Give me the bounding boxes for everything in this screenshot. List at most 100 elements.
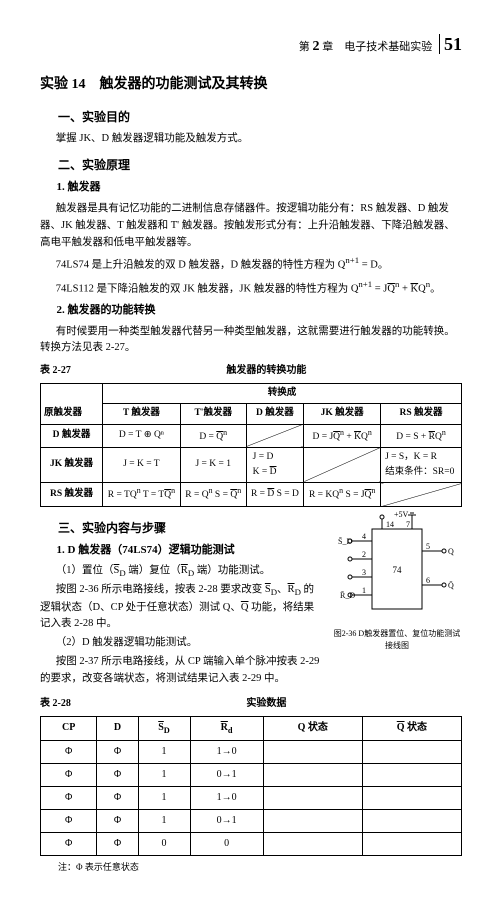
table-2-28: CP D SD Rd Q 状态 Q 状态 ΦΦ11→0ΦΦ10→1ΦΦ11→0Φ… [40,716,462,856]
svg-text:S̄_D: S̄_D [338,537,352,546]
t28-h-q: Q 状态 [263,716,362,740]
fig-2-36-caption: 图2-36 D触发器置位、复位功能测试接线图 [332,628,462,654]
table-2-28-note: 注：Φ 表示任意状态 [40,860,462,874]
t28-r2-rd: 1→0 [190,786,263,809]
s3p1b: 端）复位（ [128,565,181,576]
t28-r0-d: Φ [97,740,138,763]
t27-r1c1: J = K = 1 [180,447,246,482]
s2-p2-a: 74LS74 是上升沿触发的双 D 触发器，D 触发器的特性方程为 Q [56,260,346,271]
t28-h-d: D [97,716,138,740]
s3-p2: 按图 2-36 所示电路接线，按表 2-28 要求改变 SD、RD 的逻辑状态（… [40,582,324,633]
t28-r4-qbar [362,832,461,855]
t28-r4-cp: Φ [41,832,97,855]
s2-p1: 触发器是具有记忆功能的二进制信息存储器件。按逻辑功能分有：RS 触发器、D 触发… [40,201,462,251]
t27-r1c4a: J = S，K = R [385,452,437,462]
section-1-heading: 一、实验目的 [40,108,462,127]
s1-p1: 掌握 JK、D 触发器逻辑功能及触发方式。 [40,131,462,148]
t28-r1-cp: Φ [41,763,97,786]
svg-text:Q̄: Q̄ [448,581,454,590]
s2-p3-d: Q [418,283,426,294]
t27-r0c3: D = JQn + KQn [304,424,381,447]
s3-p3: （2）D 触发器逻辑功能测试。 [40,635,324,652]
page-number: 51 [439,34,462,54]
t27-r1c2a: J = D [253,452,274,462]
t28-h-sd: SD [138,716,190,740]
t28-r3-rd: 0→1 [190,809,263,832]
t28-r1-d: Φ [97,763,138,786]
svg-text:R̄_D: R̄_D [340,591,355,600]
t27-r2c4 [381,483,462,506]
t27-r2c0: R = TQn T = TQn [103,483,181,506]
t27-r1c2: J = D K = D [246,447,304,482]
s2-p2: 74LS74 是上升沿触发的双 D 触发器，D 触发器的特性方程为 Qn+1 =… [40,253,462,274]
s2-p3: 74LS112 是下降沿触发的双 JK 触发器，JK 触发器的特性方程为 Qn+… [40,277,462,298]
chapter-pre: 第 [299,41,310,53]
t27-row0: D 触发器 [41,424,103,447]
section-3-heading: 三、实验内容与步骤 [40,519,324,538]
pin-7: 7 [406,520,410,529]
t27-r2c2: R = D S = D [246,483,304,506]
t28-cap-center: 实验数据 [40,696,462,712]
t28-r1-q [263,763,362,786]
s2-sub2: 2. 触发器的功能转换 [40,302,462,320]
svg-text:Q: Q [448,547,454,556]
page-header: 第 2 章 电子技术基础实验 51 [40,30,462,59]
t28-r0-cp: Φ [41,740,97,763]
t28-h-rd: Rd [190,716,263,740]
t28-r1-rd: 0→1 [190,763,263,786]
t28-r1-sd: 1 [138,763,190,786]
t28-r0-rd: 1→0 [190,740,263,763]
table-2-27-caption: 表 2-27 触发器的转换功能 [40,363,462,379]
t28-r3-qbar [362,809,461,832]
t28-r0-qbar [362,740,461,763]
t28-r2-q [263,786,362,809]
s2-p3-e: 。 [430,283,441,294]
s3p1a: （1）置位（ [56,565,114,576]
pin-3: 3 [362,568,366,577]
section-2-heading: 二、实验原理 [40,156,462,175]
t28-h-cp: CP [41,716,97,740]
s2-p3-b: = J [372,283,387,294]
t28-r2-sd: 1 [138,786,190,809]
t28-r3-d: Φ [97,809,138,832]
s3p2a: 按图 2-36 所示电路接线，按表 2-28 要求改变 [56,584,265,595]
t27-col0: T 触发器 [103,404,181,424]
t28-r2-cp: Φ [41,786,97,809]
t28-r2-qbar [362,786,461,809]
t27-cap-left: 表 2-27 [40,363,71,379]
t27-top-header: 转换成 [103,384,462,404]
pin-6: 6 [426,576,430,585]
t28-r1-qbar [362,763,461,786]
t27-r0c1: D = Qn [180,424,246,447]
s2-p2-b: = D。 [359,260,388,271]
s3p1c: 端）功能测试。 [197,565,271,576]
table-2-28-caption: 表 2-28 实验数据 [40,696,462,712]
t27-diag-header: 原触发器 [41,384,103,424]
t27-r1c0: J = K = T [103,447,181,482]
chip-label: 74 [393,565,403,575]
experiment-title: 实验 14 触发器的功能测试及其转换 [40,74,462,96]
t28-r3-sd: 1 [138,809,190,832]
table-2-27: 原触发器 转换成 T 触发器 T'触发器 D 触发器 JK 触发器 RS 触发器… [40,383,462,506]
s3-sub1: 1. D 触发器（74LS74）逻辑功能测试 [40,542,324,560]
s2-p3-a: 74LS112 是下降沿触发的双 JK 触发器，JK 触发器的特性方程为 Q [56,283,359,294]
t28-r3-cp: Φ [41,809,97,832]
t28-cap-left: 表 2-28 [40,696,71,712]
t28-r2-d: Φ [97,786,138,809]
t28-r0-q [263,740,362,763]
t27-col4: RS 触发器 [381,404,462,424]
pin-14: 14 [386,520,394,529]
t27-cap-center: 触发器的转换功能 [40,363,462,379]
chip-diagram: 74 14 +5V 7 4 2 3 1 S̄_D R̄_D 5 [332,511,462,626]
pin-5: 5 [426,542,430,551]
s3p2b: 、 [277,584,288,595]
vcc-label: +5V [394,511,409,519]
t27-r1c3 [304,447,381,482]
t27-r2c3: R = KQn S = JQn [304,483,381,506]
t27-r1c4: J = S，K = R 结束条件：SR=0 [381,447,462,482]
s3-p4: 按图 2-37 所示电路接线，从 CP 端输入单个脉冲按表 2-29 的要求，改… [40,654,324,688]
s3-p1: （1）置位（SD 端）复位（RD 端）功能测试。 [40,563,324,580]
t27-r0c2 [246,424,304,447]
s2-p3-c: + [399,283,410,294]
chapter-number: 2 [313,39,320,54]
